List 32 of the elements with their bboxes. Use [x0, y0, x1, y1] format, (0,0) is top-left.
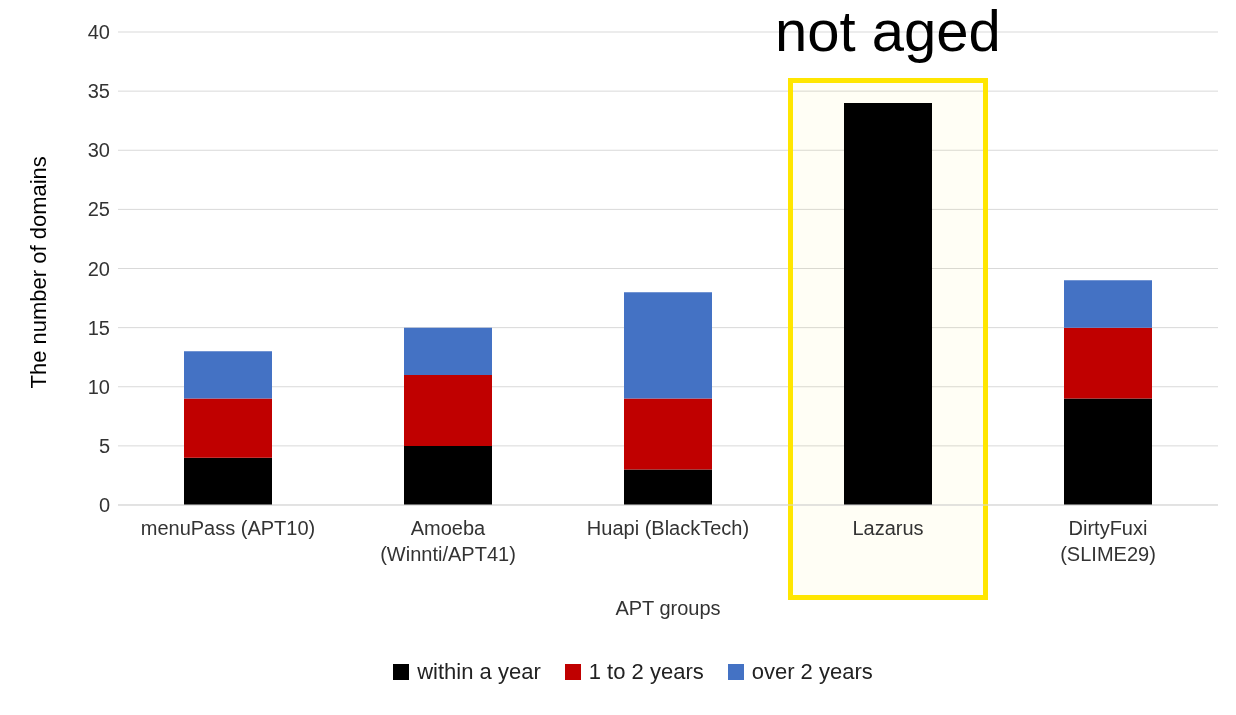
bar: [404, 445, 492, 505]
bar: [1064, 280, 1152, 328]
bar: [184, 351, 272, 399]
y-tick-label: 40: [87, 21, 110, 44]
annotation: not aged: [774, 0, 1002, 64]
legend-label: 1 to 2 years: [587, 659, 704, 685]
y-tick-label: 30: [87, 139, 110, 162]
x-tick-label: Lazarus: [852, 517, 924, 539]
y-tick-label: 10: [87, 375, 110, 398]
y-tick-label: 15: [87, 316, 110, 339]
bar: [1064, 398, 1152, 505]
y-tick-label: 0: [98, 494, 110, 517]
x-tick-label: Amoeba (Winnti/APT41): [380, 517, 516, 565]
bar: [184, 398, 272, 458]
y-tick-label: 20: [87, 257, 110, 280]
legend-label: within a year: [416, 659, 541, 685]
y-tick-label: 25: [87, 198, 110, 221]
bar: [404, 327, 492, 375]
bar: [404, 374, 492, 446]
bar: [624, 292, 712, 399]
bar: [624, 469, 712, 505]
bar: [184, 457, 272, 505]
bar: [624, 398, 712, 470]
x-tick-label: Huapi (BlackTech): [586, 517, 750, 539]
x-axis-title: APT groups: [615, 597, 721, 619]
bar: [1064, 327, 1152, 399]
x-tick-label: menuPass (APT10): [140, 517, 316, 539]
y-axis-title: The number of domains: [25, 156, 51, 389]
x-tick-label: DirtyFuxi (SLIME29): [1060, 517, 1156, 565]
legend-label: over 2 years: [750, 659, 873, 685]
y-tick-label: 5: [98, 434, 110, 457]
y-tick-label: 35: [87, 80, 110, 103]
